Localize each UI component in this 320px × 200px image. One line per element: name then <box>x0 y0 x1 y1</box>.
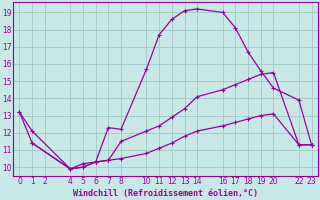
X-axis label: Windchill (Refroidissement éolien,°C): Windchill (Refroidissement éolien,°C) <box>73 189 258 198</box>
